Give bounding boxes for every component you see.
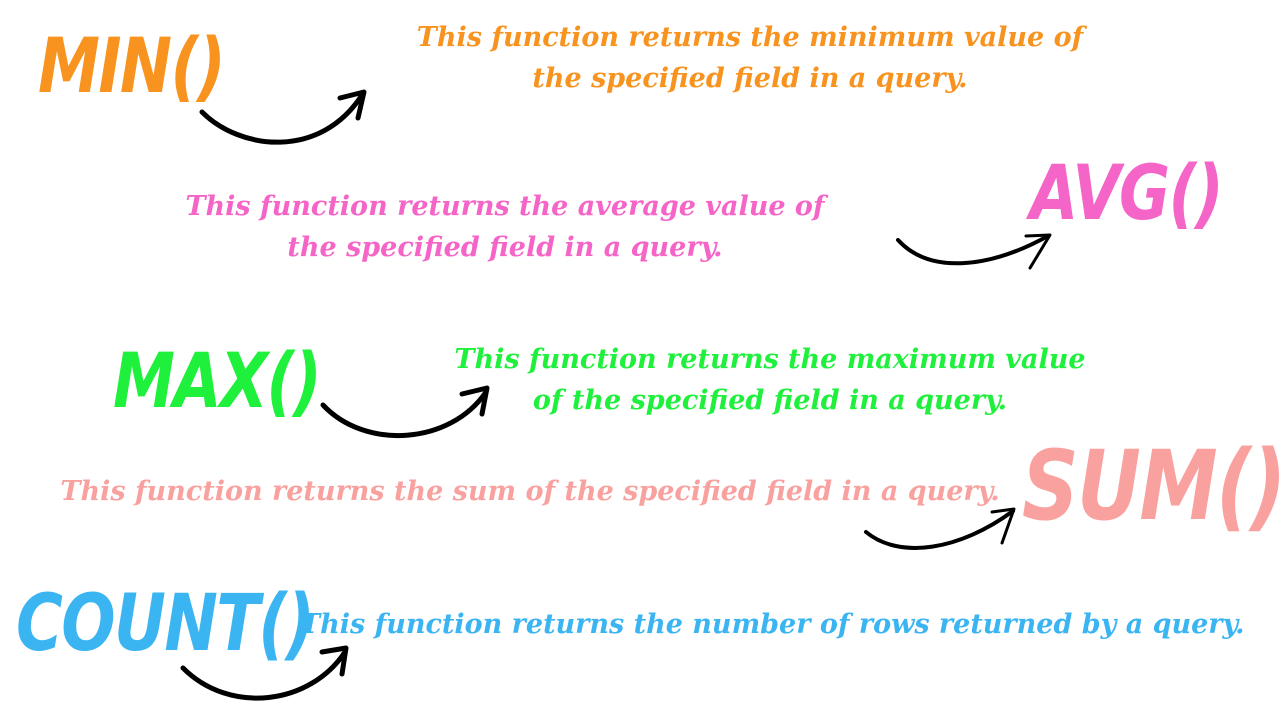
count-description: This function returns the number of rows… [300,605,1245,646]
min-description-line-1: This function returns the minimum value … [416,22,1084,53]
sum-description: This function returns the sum of the spe… [45,472,1015,513]
avg-arrow-icon [896,233,1052,270]
min-description: This function returns the minimum value … [400,18,1100,99]
avg-function-label: AVG() [1030,148,1224,237]
sum-function-label: SUM() [1022,430,1280,542]
sum-arrow-icon [864,507,1016,550]
min-arrow-icon [199,89,367,145]
min-description-line-2: the specified field in a query. [532,62,968,94]
max-description-line-2: of the specified field in a query. [532,384,1008,416]
avg-description: This function returns the average value … [160,187,850,268]
count-function-label: COUNT() [16,579,315,669]
min-function-label: MIN() [38,21,226,110]
max-description-line-1: This function returns the maximum value [454,344,1086,375]
count-description-line-1: This function returns the number of rows… [300,609,1245,640]
avg-description-line-1: This function returns the average value … [185,191,825,222]
max-function-label: MAX() [113,336,322,425]
avg-description-line-2: the specified field in a query. [287,231,723,263]
max-description: This function returns the maximum value … [440,340,1100,421]
sum-description-line-1: This function returns the sum of the spe… [60,476,1000,507]
